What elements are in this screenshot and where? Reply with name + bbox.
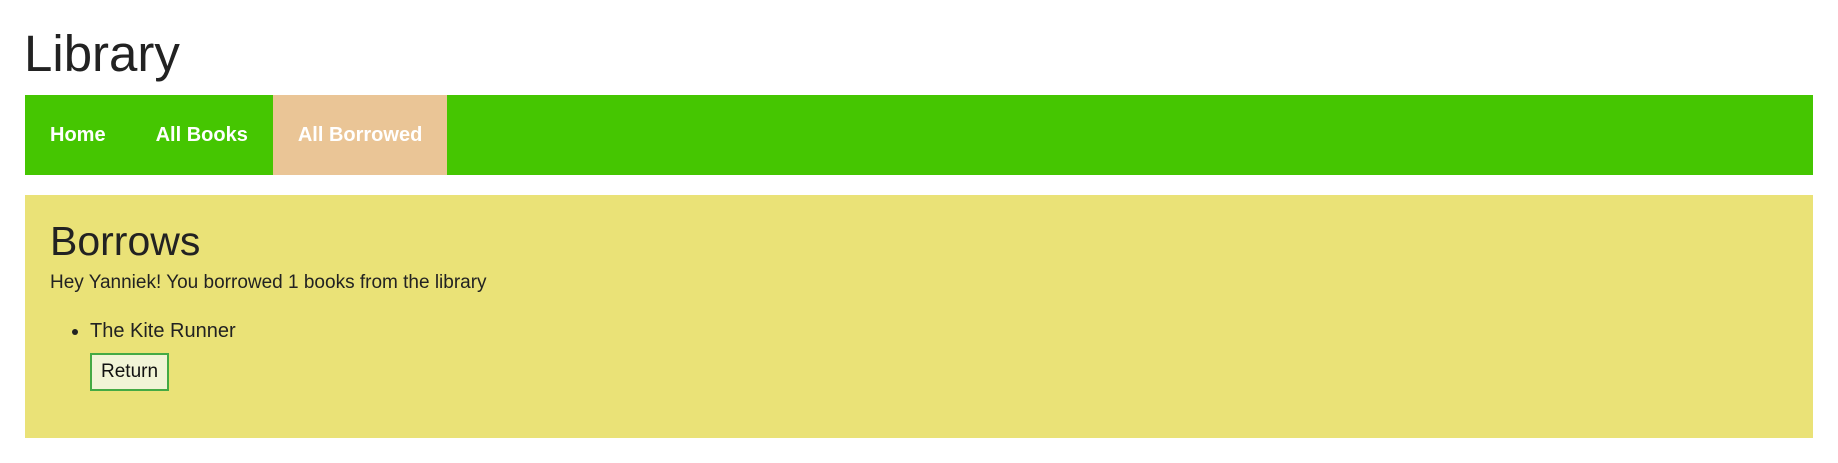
borrows-intro-text: Hey Yanniek! You borrowed 1 books from t…: [50, 272, 487, 293]
borrow-list: The Kite Runner Return: [50, 317, 236, 391]
borrowed-book-title: The Kite Runner: [90, 320, 236, 342]
nav-item-home[interactable]: Home: [50, 123, 106, 146]
nav-item-all-books[interactable]: All Books: [155, 123, 248, 146]
nav-item-all-borrowed[interactable]: All Borrowed: [272, 95, 448, 175]
borrow-list-item: The Kite Runner Return: [90, 317, 236, 391]
return-button[interactable]: Return: [90, 353, 170, 391]
main-navbar: Home All Books All Borrowed: [25, 95, 1813, 175]
borrows-heading: Borrows: [50, 218, 201, 264]
site-title: Library: [24, 25, 180, 82]
borrows-panel: Borrows Hey Yanniek! You borrowed 1 book…: [25, 195, 1813, 438]
